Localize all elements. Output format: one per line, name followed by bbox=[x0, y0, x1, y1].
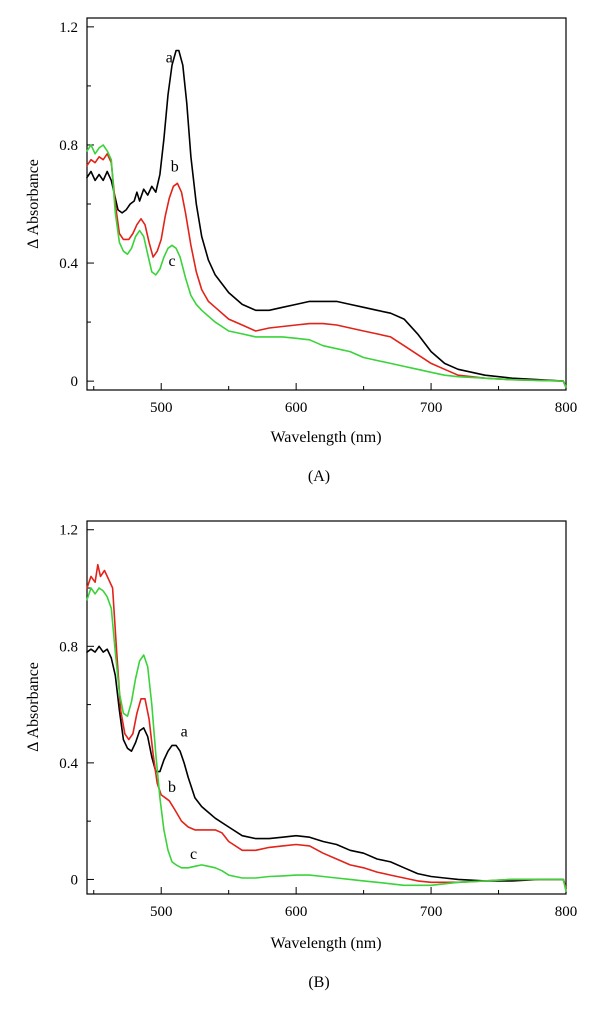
panel-a-ticks: 500 600 700 800 0 0.4 0.8 1.2 bbox=[59, 20, 577, 416]
panel-a-series-label-b: b bbox=[171, 159, 179, 176]
panel-b: 500 600 700 800 0 0.4 0.8 1.2 a b c Wavelength (n… bbox=[25, 520, 577, 991]
panel-b-series bbox=[86, 563, 567, 892]
panel-b-x-tick-label: 600 bbox=[285, 904, 308, 920]
panel-a-y-axis-title: Δ Absorbance bbox=[25, 159, 42, 249]
panel-b-ticks: 500 600 700 800 0 0.4 0.8 1.2 bbox=[59, 523, 577, 920]
panel-a-x-tick-label: 700 bbox=[420, 400, 443, 416]
panel-a-series-a bbox=[86, 49, 567, 388]
panel-a: 500 600 700 800 0 0.4 0.8 1.2 a b c Wavelength (n… bbox=[25, 17, 577, 485]
panel-b-y-tick-label: 1.2 bbox=[59, 523, 78, 539]
panel-a-x-tick-label: 800 bbox=[555, 400, 578, 416]
panel-b-x-tick-label: 700 bbox=[420, 904, 443, 920]
panel-a-series-c bbox=[86, 144, 567, 388]
panel-b-series-a bbox=[86, 645, 567, 889]
panel-a-series bbox=[86, 49, 567, 388]
panel-a-series-label-a: a bbox=[166, 49, 173, 66]
panel-b-frame bbox=[86, 520, 567, 895]
panel-b-x-axis-title: Wavelength (nm) bbox=[270, 935, 381, 952]
panel-a-label: (A) bbox=[308, 468, 330, 485]
panel-b-y-axis-title: Δ Absorbance bbox=[25, 662, 42, 752]
panel-a-x-axis-title: Wavelength (nm) bbox=[270, 429, 381, 446]
panel-a-frame bbox=[86, 17, 567, 391]
panel-a-series-b bbox=[86, 153, 567, 388]
panel-b-curve-labels: a b c bbox=[168, 724, 197, 863]
panel-b-y-tick-label: 0 bbox=[71, 872, 79, 888]
panel-a-curve-labels: a b c bbox=[166, 49, 179, 270]
panel-b-series-b bbox=[86, 563, 567, 889]
panel-b-series-label-c: c bbox=[190, 846, 197, 863]
panel-b-series-label-b: b bbox=[168, 779, 176, 796]
panel-b-x-tick-label: 500 bbox=[150, 904, 173, 920]
panel-a-x-tick-label: 500 bbox=[150, 400, 173, 416]
panel-b-series-label-a: a bbox=[181, 724, 188, 741]
panel-a-y-tick-label: 1.2 bbox=[59, 20, 78, 36]
panel-a-series-label-c: c bbox=[168, 253, 175, 270]
panel-b-series-c bbox=[86, 587, 567, 892]
panel-b-y-tick-label: 0.8 bbox=[59, 639, 78, 655]
panel-a-y-tick-label: 0.4 bbox=[59, 256, 78, 272]
panel-a-x-tick-label: 600 bbox=[285, 400, 308, 416]
panel-a-y-tick-label: 0.8 bbox=[59, 138, 78, 154]
panel-a-y-tick-label: 0 bbox=[71, 374, 79, 390]
panel-b-y-tick-label: 0.4 bbox=[59, 756, 78, 772]
panel-b-x-tick-label: 800 bbox=[555, 904, 578, 920]
panel-b-label: (B) bbox=[308, 974, 329, 991]
